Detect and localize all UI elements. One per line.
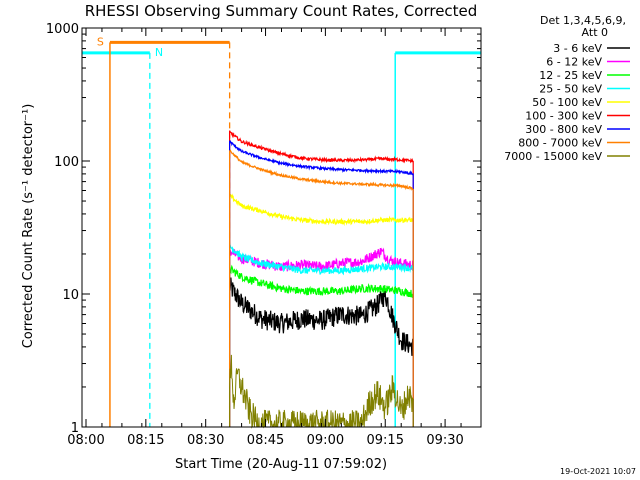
night-flag-label: N (155, 46, 163, 59)
x-tick-label: 09:00 (307, 433, 344, 448)
legend-entry-label: 50 - 100 keV (532, 96, 602, 109)
x-tick-label: 09:15 (367, 433, 404, 448)
series-line-800-7000-kev (229, 149, 414, 427)
series-line-50-100-kev (229, 193, 414, 427)
spacecraft-flags: SN (82, 35, 481, 427)
legend-entry-label: 300 - 800 keV (525, 123, 602, 136)
series-line-12-25-kev (229, 264, 414, 427)
chart-title: RHESSI Observing Summary Count Rates, Co… (85, 2, 478, 20)
generated-date: 19-Oct-2021 10:07 (560, 467, 636, 476)
y-axis-label: Corrected Count Rate (s⁻¹ detector⁻¹) (21, 104, 36, 349)
series-line-25-50-kev (229, 243, 414, 427)
legend-header-line-1: Det 1,3,4,5,6,9, (540, 14, 626, 27)
series-line-7000-15000-kev (229, 354, 414, 429)
legend-entry-label: 7000 - 15000 keV (504, 150, 602, 163)
x-tick-label: 08:45 (247, 433, 284, 448)
legend-entry-label: 25 - 50 keV (539, 83, 602, 96)
x-tick-label: 09:30 (426, 433, 463, 448)
x-tick-label: 08:30 (187, 433, 224, 448)
legend-header-line-2: Att 0 (582, 26, 608, 39)
saa-flag-label: S (97, 35, 104, 48)
legend-entry-label: 800 - 7000 keV (518, 137, 602, 150)
series-line-100-300-kev (229, 130, 414, 427)
legend-entry-label: 3 - 6 keV (553, 42, 602, 55)
plot-frame (81, 27, 482, 428)
series-layer (229, 130, 414, 429)
legend-entry-label: 12 - 25 keV (539, 69, 602, 82)
axes: 08:00 08:15 08:30 08:45 09:00 09:15 09:30 1 10 10… (46, 22, 482, 448)
series-line-3-6-kev (229, 277, 414, 427)
legend-entry-label: 100 - 300 keV (525, 110, 602, 123)
y-tick-label: 1000 (46, 22, 79, 37)
legend-entry-label: 6 - 12 keV (546, 56, 602, 69)
x-tick-label: 08:15 (127, 433, 164, 448)
x-axis-label: Start Time (20-Aug-11 07:59:02) (175, 457, 387, 472)
y-tick-label: 100 (54, 155, 79, 170)
y-tick-label: 1 (71, 421, 79, 436)
series-line-300-800-kev (229, 139, 414, 427)
y-tick-label: 10 (62, 288, 79, 303)
x-tick-label: 08:00 (67, 433, 104, 448)
